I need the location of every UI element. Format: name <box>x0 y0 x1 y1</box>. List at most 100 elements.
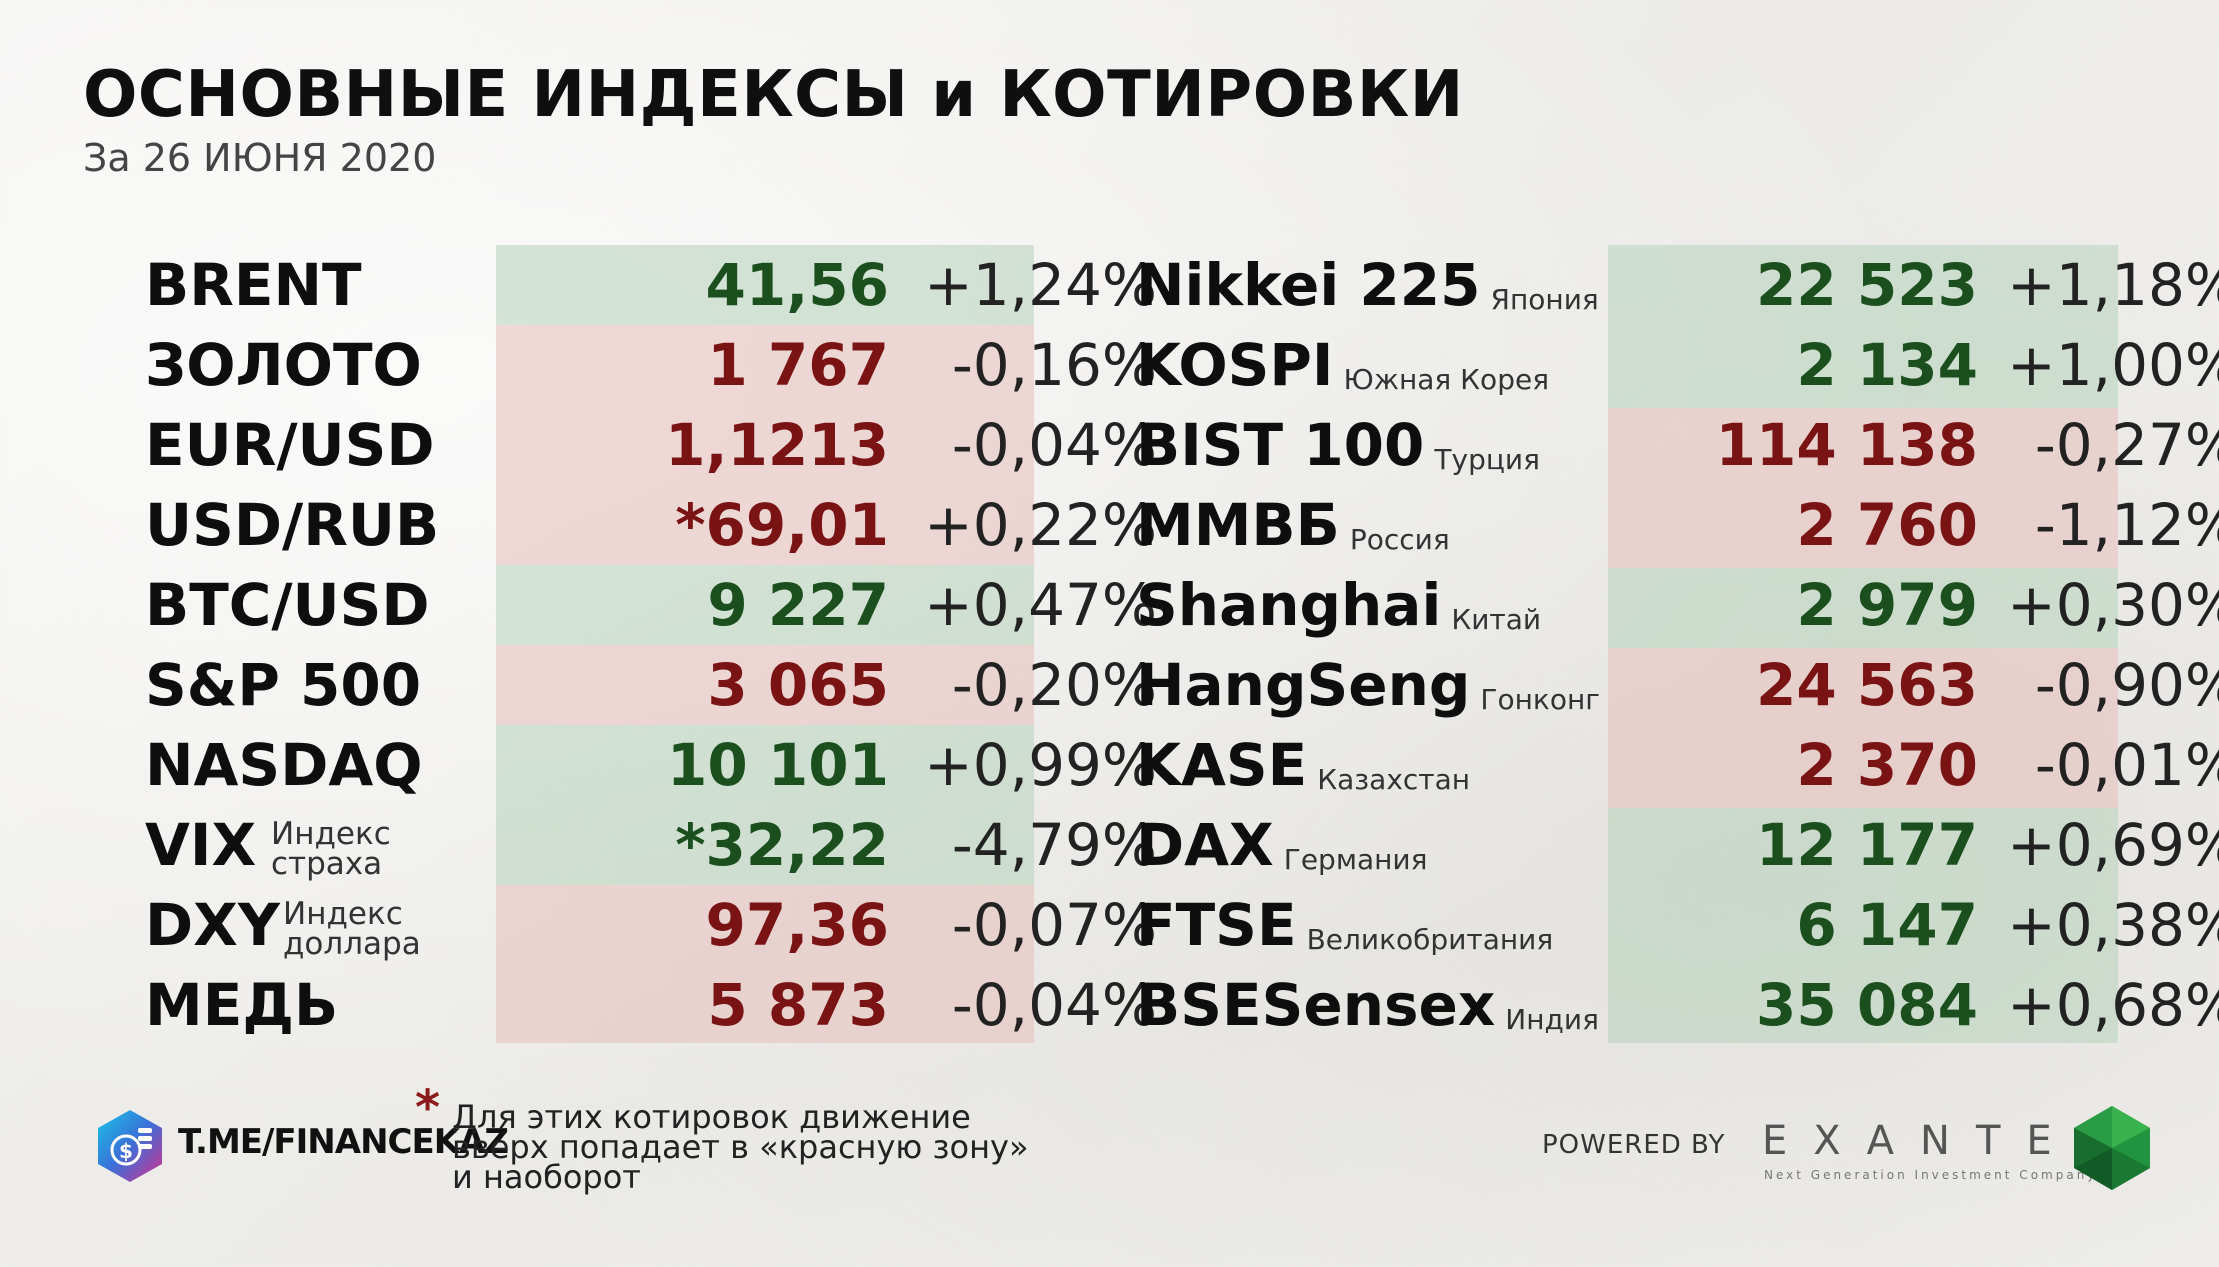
row-country: Германия <box>1283 843 1428 876</box>
footnote: Для этих котировок движение вверх попада… <box>452 1098 1092 1196</box>
row-name: ММВБ <box>1136 491 1340 559</box>
row-label: KASE Казахстан <box>1136 725 1470 805</box>
row-change: -0,04% <box>951 411 1157 479</box>
row-value: 10 101 <box>667 731 889 799</box>
left-band-red-4 <box>496 885 1034 1043</box>
row-label: BSESensex Индия <box>1136 965 1599 1045</box>
left-band-green-1 <box>496 245 1034 325</box>
svg-text:$: $ <box>119 1139 133 1163</box>
row-sublabel-line-1: Индекс <box>271 816 391 852</box>
left-row-dxy: DXY Индекс доллара 97,36 -0,07% <box>145 885 1157 965</box>
right-row-shanghai: Shanghai Китай 2 979 +0,30% <box>1136 565 2219 645</box>
row-name: BIST 100 <box>1136 411 1425 479</box>
row-change: +1,24% <box>924 251 1157 319</box>
row-country: Гонконг <box>1480 683 1600 716</box>
row-sublabel: Индекс страха <box>271 816 391 882</box>
left-band-red-1 <box>496 325 1034 565</box>
row-name: BSESensex <box>1136 971 1496 1039</box>
right-row-dax: DAX Германия 12 177 +0,69% <box>1136 805 2219 885</box>
exante-gem-icon <box>2074 1106 2150 1190</box>
row-change: -4,79% <box>951 811 1157 879</box>
row-value: 6 147 <box>1796 891 1978 959</box>
row-label: HangSeng Гонконг <box>1136 645 1600 725</box>
left-band-red-3 <box>496 645 1034 725</box>
row-value: 41,56 <box>705 251 889 319</box>
row-change: +0,99% <box>924 731 1157 799</box>
footnote-line-1: Для этих котировок движение <box>452 1098 971 1136</box>
row-name: KASE <box>1136 731 1308 799</box>
page-title: ОСНОВНЫЕ ИНДЕКСЫ и КОТИРОВКИ <box>83 58 1464 132</box>
row-name: KOSPI <box>1136 331 1334 399</box>
right-band-green-2 <box>1608 568 2118 648</box>
row-label: S&P 500 <box>145 651 422 719</box>
left-row-gold: ЗОЛОТО 1 767 -0,16% <box>145 325 1157 405</box>
row-country: Великобритания <box>1306 923 1554 956</box>
row-label: BIST 100 Турция <box>1136 405 1540 485</box>
row-label: ММВБ Россия <box>1136 485 1450 565</box>
right-row-kase: KASE Казахстан 2 370 -0,01% <box>1136 725 2219 805</box>
row-sublabel: Индекс доллара <box>283 896 421 960</box>
row-value: 114 138 <box>1715 411 1978 479</box>
right-band-green-3 <box>1608 808 2118 1043</box>
row-change: +0,38% <box>2007 891 2219 959</box>
row-value: 35 084 <box>1756 971 1978 1039</box>
row-value: *69,01 <box>675 491 889 559</box>
right-row-hangseng: HangSeng Гонконг 24 563 -0,90% <box>1136 645 2219 725</box>
left-row-copper: МЕДЬ 5 873 -0,04% <box>145 965 1157 1045</box>
row-change: +0,68% <box>2007 971 2219 1039</box>
footnote-line-2: вверх попадает в «красную зону» <box>452 1128 1029 1166</box>
row-change: +1,18% <box>2007 251 2219 319</box>
row-value: *32,22 <box>675 811 889 879</box>
right-row-bsesensex: BSESensex Индия 35 084 +0,68% <box>1136 965 2219 1045</box>
row-value: 3 065 <box>707 651 889 719</box>
row-change: -0,04% <box>951 971 1157 1039</box>
row-label: BTC/USD <box>145 571 430 639</box>
row-value: 22 523 <box>1756 251 1978 319</box>
row-label: Shanghai Китай <box>1136 565 1541 645</box>
row-label: ЗОЛОТО <box>145 331 422 399</box>
right-band-red-2 <box>1608 648 2118 808</box>
note-asterisk: * <box>415 1080 441 1136</box>
row-label: Nikkei 225 Япония <box>1136 245 1599 325</box>
row-name: Shanghai <box>1136 571 1442 639</box>
row-value: 24 563 <box>1756 651 1978 719</box>
row-value: 2 760 <box>1796 491 1978 559</box>
row-change: -0,27% <box>2034 411 2219 479</box>
row-change: -1,12% <box>2034 491 2219 559</box>
right-band-red-1 <box>1608 408 2118 568</box>
right-band-green-1 <box>1608 245 2118 408</box>
row-name: Nikkei 225 <box>1136 251 1481 319</box>
row-label: VIX <box>145 811 257 879</box>
row-label: USD/RUB <box>145 491 440 559</box>
row-country: Россия <box>1349 523 1450 556</box>
row-label: KOSPI Южная Корея <box>1136 325 1549 405</box>
right-row-nikkei: Nikkei 225 Япония 22 523 +1,18% <box>1136 245 2219 325</box>
row-sublabel-line-2: страха <box>271 846 383 882</box>
row-label: NASDAQ <box>145 731 423 799</box>
row-change: -0,20% <box>951 651 1157 719</box>
row-change: -0,90% <box>2034 651 2219 719</box>
row-sublabel-line-1: Индекс <box>283 896 403 932</box>
row-label: МЕДЬ <box>145 971 339 1039</box>
left-row-vix: VIX Индекс страха *32,22 -4,79% <box>145 805 1157 885</box>
row-value: 2 370 <box>1796 731 1978 799</box>
row-value: 2 134 <box>1796 331 1978 399</box>
left-band-green-2 <box>496 565 1034 645</box>
row-value: 5 873 <box>707 971 889 1039</box>
footnote-line-3: и наоборот <box>452 1158 641 1196</box>
row-country: Китай <box>1451 603 1542 636</box>
left-row-nasdaq: NASDAQ 10 101 +0,99% <box>145 725 1157 805</box>
row-change: +0,69% <box>2007 811 2219 879</box>
right-row-mmvb: ММВБ Россия 2 760 -1,12% <box>1136 485 2219 565</box>
finance-logo-icon: $ <box>98 1110 162 1182</box>
row-change: -0,07% <box>951 891 1157 959</box>
row-value: 97,36 <box>705 891 889 959</box>
telegram-handle[interactable]: T.ME/FINANCEKAZ <box>178 1122 509 1162</box>
left-row-sp500: S&P 500 3 065 -0,20% <box>145 645 1157 725</box>
row-label: FTSE Великобритания <box>1136 885 1553 965</box>
row-label: DXY <box>145 891 280 959</box>
left-row-btcusd: BTC/USD 9 227 +0,47% <box>145 565 1157 645</box>
row-name: HangSeng <box>1136 651 1471 719</box>
row-label: EUR/USD <box>145 411 435 479</box>
row-change: -0,16% <box>951 331 1157 399</box>
